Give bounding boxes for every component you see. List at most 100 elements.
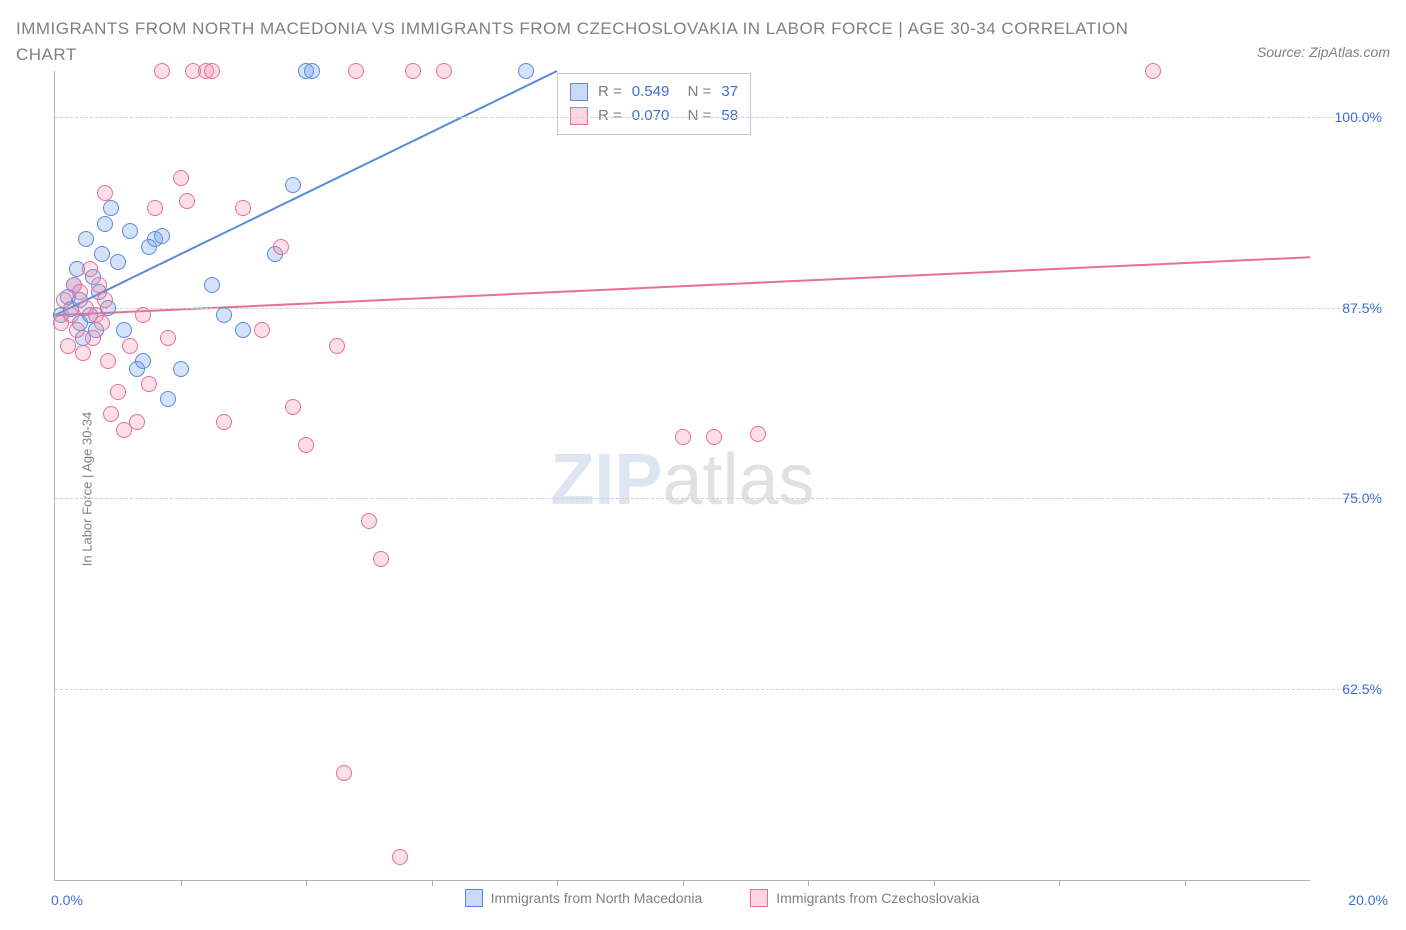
legend-swatch-2	[750, 889, 768, 907]
data-point	[298, 437, 314, 453]
data-point	[160, 391, 176, 407]
data-point	[405, 63, 421, 79]
x-tick	[557, 880, 558, 886]
x-tick	[683, 880, 684, 886]
data-point	[706, 429, 722, 445]
data-point	[122, 223, 138, 239]
data-point	[91, 277, 107, 293]
data-point	[135, 353, 151, 369]
data-point	[1145, 63, 1161, 79]
x-axis-max: 20.0%	[1348, 892, 1388, 908]
data-point	[97, 216, 113, 232]
data-point	[103, 406, 119, 422]
data-point	[750, 426, 766, 442]
chart-wrap: In Labor Force | Age 30-34 ZIPatlas R = …	[16, 71, 1390, 907]
data-point	[329, 338, 345, 354]
y-tick-label: 87.5%	[1342, 300, 1382, 316]
data-point	[518, 63, 534, 79]
x-tick	[1185, 880, 1186, 886]
x-tick	[181, 880, 182, 886]
data-point	[235, 200, 251, 216]
y-tick-label: 62.5%	[1342, 681, 1382, 697]
legend-item-1: Immigrants from North Macedonia	[465, 889, 703, 907]
data-point	[154, 63, 170, 79]
data-point	[304, 63, 320, 79]
data-point	[78, 231, 94, 247]
data-point	[273, 239, 289, 255]
data-point	[348, 63, 364, 79]
data-point	[129, 414, 145, 430]
data-point	[110, 384, 126, 400]
data-point	[135, 307, 151, 323]
n-label: N =	[679, 80, 711, 104]
data-point	[97, 185, 113, 201]
data-point	[160, 330, 176, 346]
data-point	[85, 330, 101, 346]
data-point	[285, 177, 301, 193]
gridline	[55, 308, 1370, 309]
data-point	[392, 849, 408, 865]
data-point	[56, 292, 72, 308]
y-tick-label: 75.0%	[1342, 490, 1382, 506]
data-point	[361, 513, 377, 529]
x-tick	[306, 880, 307, 886]
data-point	[60, 338, 76, 354]
data-point	[235, 322, 251, 338]
data-point	[147, 200, 163, 216]
stats-box: R = 0.549 N = 37 R = 0.070 N = 58	[557, 73, 751, 135]
data-point	[173, 361, 189, 377]
data-point	[75, 345, 91, 361]
r-label: R =	[598, 80, 622, 104]
data-point	[373, 551, 389, 567]
legend-label-1: Immigrants from North Macedonia	[491, 890, 703, 906]
data-point	[141, 376, 157, 392]
trend-lines	[55, 71, 1310, 880]
data-point	[675, 429, 691, 445]
chart-title: IMMIGRANTS FROM NORTH MACEDONIA VS IMMIG…	[16, 16, 1136, 67]
data-point	[254, 322, 270, 338]
data-point	[69, 322, 85, 338]
data-point	[100, 353, 116, 369]
data-point	[72, 284, 88, 300]
r-value-1: 0.549	[632, 80, 670, 104]
source-label: Source: ZipAtlas.com	[1257, 44, 1390, 60]
stats-row-1: R = 0.549 N = 37	[570, 80, 738, 104]
data-point	[204, 277, 220, 293]
data-point	[116, 322, 132, 338]
data-point	[82, 261, 98, 277]
legend-label-2: Immigrants from Czechoslovakia	[776, 890, 979, 906]
x-tick	[808, 880, 809, 886]
legend-swatch-1	[465, 889, 483, 907]
plot-area: ZIPatlas R = 0.549 N = 37 R = 0.070 N = …	[54, 71, 1310, 881]
x-tick	[432, 880, 433, 886]
data-point	[103, 200, 119, 216]
y-tick-label: 100.0%	[1335, 109, 1382, 125]
data-point	[122, 338, 138, 354]
bottom-legend: Immigrants from North Macedonia Immigran…	[54, 889, 1390, 907]
trend-line	[55, 257, 1310, 315]
x-tick	[934, 880, 935, 886]
data-point	[173, 170, 189, 186]
x-axis-min: 0.0%	[51, 892, 83, 908]
data-point	[285, 399, 301, 415]
data-point	[204, 63, 220, 79]
gridline	[55, 689, 1370, 690]
data-point	[97, 292, 113, 308]
legend-item-2: Immigrants from Czechoslovakia	[750, 889, 979, 907]
data-point	[179, 193, 195, 209]
data-point	[436, 63, 452, 79]
header-row: IMMIGRANTS FROM NORTH MACEDONIA VS IMMIG…	[16, 16, 1390, 67]
gridline	[55, 498, 1370, 499]
x-tick	[1059, 880, 1060, 886]
n-value-1: 37	[721, 80, 738, 104]
data-point	[216, 307, 232, 323]
data-point	[216, 414, 232, 430]
data-point	[94, 315, 110, 331]
data-point	[63, 307, 79, 323]
gridline	[55, 117, 1370, 118]
data-point	[94, 246, 110, 262]
chart-container: IMMIGRANTS FROM NORTH MACEDONIA VS IMMIG…	[16, 16, 1390, 907]
stats-swatch-1	[570, 83, 588, 101]
data-point	[336, 765, 352, 781]
trend-line	[55, 71, 557, 315]
